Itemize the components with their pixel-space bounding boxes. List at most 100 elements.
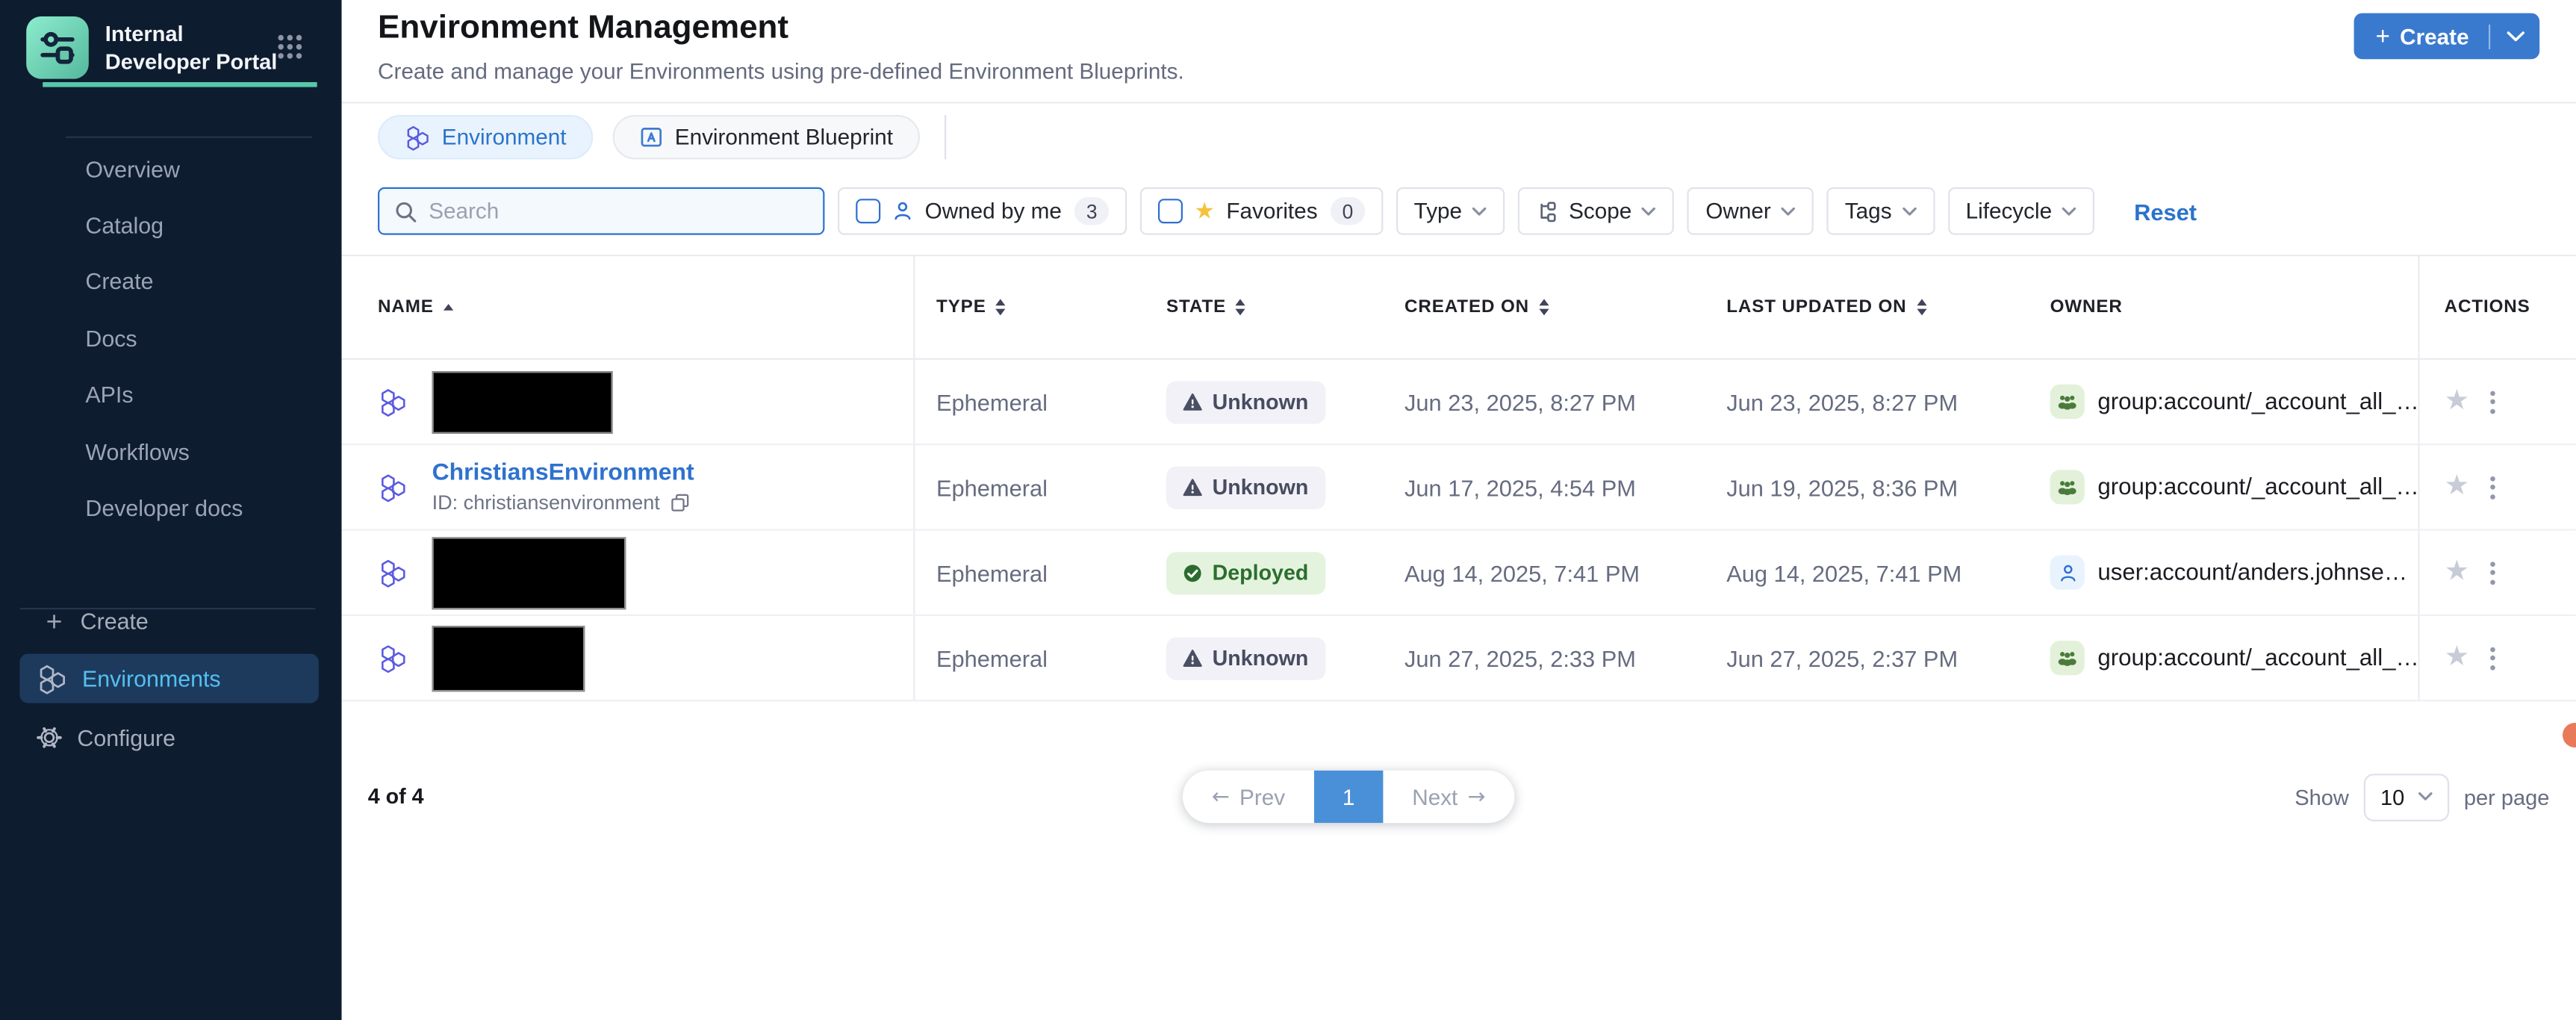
column-header-type[interactable]: TYPE — [915, 256, 1145, 358]
column-header-state[interactable]: STATE — [1145, 256, 1383, 358]
create-button-label: Create — [2400, 23, 2469, 49]
sidebar-item-create[interactable]: Create — [85, 255, 243, 311]
reset-filters-link[interactable]: Reset — [2134, 198, 2197, 225]
filter-tags-dropdown[interactable]: Tags — [1826, 187, 1935, 235]
pager: ← Prev 1 Next → — [1183, 770, 1515, 824]
sidebar-item-developer-docs[interactable]: Developer docs — [85, 480, 243, 537]
more-menu-icon[interactable] — [2490, 390, 2496, 414]
configure-icon — [37, 727, 62, 748]
filter-owned-by-me[interactable]: Owned by me 3 — [838, 187, 1127, 235]
table-row: Ephemeral Deployed Aug 14, 2025, 7:41 PM… — [341, 530, 2576, 616]
copy-icon[interactable] — [670, 493, 689, 512]
filter-favorites[interactable]: ★ Favorites 0 — [1139, 187, 1383, 235]
chevron-down-icon — [1781, 206, 1796, 215]
search-input[interactable] — [429, 199, 809, 224]
redacted-name — [432, 625, 585, 691]
column-header-name[interactable]: NAME — [342, 256, 915, 358]
filter-owner-dropdown[interactable]: Owner — [1687, 187, 1814, 235]
environment-icon — [382, 644, 405, 673]
created-on-cell: Jun 23, 2025, 8:27 PM — [1404, 388, 1636, 415]
column-header-created-on[interactable]: CREATED ON — [1383, 256, 1705, 358]
created-on-cell: Jun 27, 2025, 2:33 PM — [1404, 644, 1636, 671]
type-cell: Ephemeral — [936, 559, 1048, 586]
dropdown-label: Owner — [1705, 199, 1771, 224]
dropdown-label: Type — [1413, 199, 1463, 224]
state-cell: Unknown — [1145, 445, 1383, 529]
sidebar-item-label: Workflows — [85, 439, 190, 464]
name-cell — [342, 530, 915, 615]
sidebar-item-catalog[interactable]: Catalog — [85, 198, 243, 255]
sidebar-item-overview[interactable]: Overview — [85, 141, 243, 198]
sidebar-item-workflows[interactable]: Workflows — [85, 423, 243, 480]
more-menu-icon[interactable] — [2490, 646, 2496, 670]
filter-type-dropdown[interactable]: Type — [1396, 187, 1505, 235]
tab-label: Environment — [441, 125, 567, 150]
sort-icon — [1916, 299, 1926, 316]
logo[interactable]: Internal Developer Portal — [26, 16, 289, 79]
sidebar-item-configure[interactable]: Configure — [36, 715, 175, 761]
type-cell: Ephemeral — [936, 388, 1048, 415]
favorite-star-icon[interactable]: ★ — [2444, 384, 2470, 417]
owner-label: group:account/_account_all_… — [2097, 644, 2419, 671]
tab-environment[interactable]: Environment — [378, 115, 593, 160]
tab-environment-blueprint[interactable]: Environment Blueprint — [612, 115, 920, 160]
environment-name-link[interactable]: ChristiansEnvironment — [432, 460, 694, 487]
filter-lifecycle-dropdown[interactable]: Lifecycle — [1947, 187, 2095, 235]
last-updated-cell: Aug 14, 2025, 7:41 PM — [1726, 559, 1962, 586]
actions-cell: ★ — [2418, 445, 2575, 529]
more-menu-icon[interactable] — [2490, 475, 2496, 499]
last-updated-cell: Jun 23, 2025, 8:27 PM — [1726, 388, 1959, 415]
prev-page-button[interactable]: ← Prev — [1183, 771, 1314, 823]
plus-icon: + — [2375, 22, 2390, 51]
checkbox[interactable] — [856, 199, 881, 224]
dropdown-label: Tags — [1844, 199, 1892, 224]
column-label: NAME — [378, 297, 434, 317]
filter-scope-dropdown[interactable]: Scope — [1517, 187, 1675, 235]
more-menu-icon[interactable] — [2490, 561, 2496, 585]
create-button[interactable]: + Create — [2354, 22, 2489, 50]
redacted-name — [432, 370, 613, 433]
owner-cell: user:account/anders.johnse… — [2029, 531, 2418, 615]
favorite-star-icon[interactable]: ★ — [2444, 641, 2470, 674]
logo-underline — [43, 82, 317, 87]
page-size-value: 10 — [2380, 784, 2405, 809]
help-widget[interactable] — [2563, 723, 2576, 747]
filters-bar: Owned by me 3 ★ Favorites 0 Type Scope — [342, 187, 2576, 235]
sidebar-item-environments[interactable]: Environments — [19, 653, 319, 703]
column-label: OWNER — [2050, 297, 2123, 317]
status-label: Deployed — [1212, 560, 1309, 585]
next-label: Next — [1412, 784, 1458, 809]
app-switcher-icon[interactable] — [276, 33, 304, 69]
column-header-last-updated-on[interactable]: LAST UPDATED ON — [1705, 256, 2029, 358]
page-size-select[interactable]: 10 — [2363, 773, 2450, 821]
chevron-down-icon — [2506, 31, 2524, 41]
status-badge: Unknown — [1166, 465, 1325, 509]
next-page-button[interactable]: Next → — [1383, 771, 1514, 823]
arrow-right-icon: → — [1467, 784, 1486, 809]
last-updated-cell: Jun 27, 2025, 2:37 PM — [1726, 644, 1959, 671]
create-dropdown-button[interactable] — [2490, 31, 2539, 42]
warning-icon — [1183, 649, 1202, 666]
dropdown-label: Scope — [1569, 199, 1632, 224]
redacted-name — [432, 536, 626, 609]
status-badge: Unknown — [1166, 636, 1325, 680]
chevron-down-icon — [2062, 206, 2076, 215]
checkbox[interactable] — [1157, 199, 1183, 224]
sort-icon — [1539, 299, 1549, 316]
button-divider — [2489, 23, 2491, 49]
favorite-star-icon[interactable]: ★ — [2444, 470, 2470, 503]
created-on-cell: Aug 14, 2025, 7:41 PM — [1404, 559, 1640, 586]
group-icon — [2050, 470, 2085, 505]
create-split-button: + Create — [2354, 13, 2540, 60]
favorite-star-icon[interactable]: ★ — [2444, 555, 2470, 588]
current-page-button[interactable]: 1 — [1314, 770, 1384, 824]
sidebar-item-apis[interactable]: APIs — [85, 367, 243, 424]
sidebar-item-docs[interactable]: Docs — [85, 311, 243, 367]
count-badge: 0 — [1331, 197, 1365, 226]
filter-label: Owned by me — [924, 199, 1062, 224]
count-badge: 3 — [1074, 197, 1109, 226]
type-cell: Ephemeral — [936, 644, 1048, 671]
owner-cell: group:account/_account_all_… — [2029, 445, 2419, 529]
sidebar-create-button[interactable]: + Create — [46, 598, 149, 644]
group-icon — [2050, 641, 2085, 676]
